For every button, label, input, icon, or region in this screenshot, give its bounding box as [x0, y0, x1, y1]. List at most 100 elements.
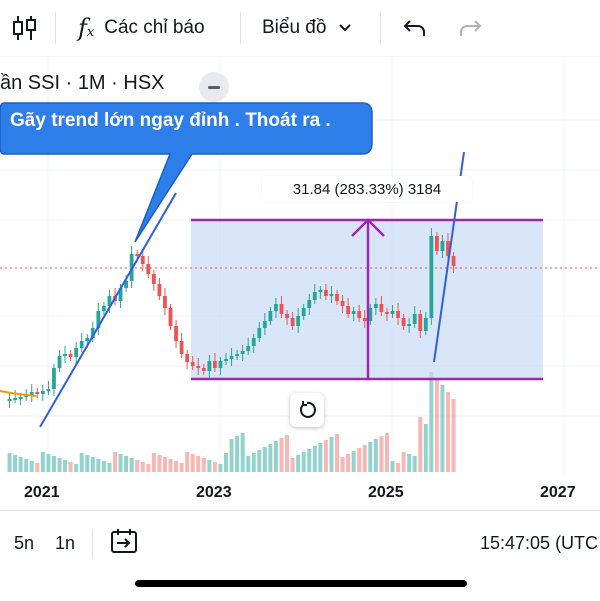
candle-body	[329, 294, 334, 296]
candle-body	[102, 306, 106, 311]
callout-text[interactable]: Gãy trend lớn ngay đỉnh . Thoát ra .	[10, 110, 331, 131]
indicators-button[interactable]: fx Các chỉ báo	[78, 0, 205, 56]
candle-body	[35, 392, 40, 394]
volume-bar	[257, 450, 262, 472]
candle-body	[385, 312, 389, 314]
symbol-title[interactable]: ần SSI · 1M · HSX	[0, 72, 165, 94]
range-1y-button[interactable]: 1n	[55, 533, 76, 553]
volume-bar	[268, 444, 273, 472]
volume-bar	[51, 456, 56, 472]
volume-bar	[90, 457, 95, 472]
volume-bar	[351, 451, 356, 472]
volume-bar	[218, 464, 223, 472]
candle-body	[7, 399, 12, 401]
candle-body	[163, 296, 167, 308]
volume-bar	[390, 461, 395, 472]
candle-body	[373, 304, 378, 308]
volume-bar	[384, 433, 389, 472]
candle-body	[440, 241, 445, 251]
candle-body	[335, 294, 339, 301]
reset-chart-button[interactable]	[290, 393, 324, 427]
volume-bar	[229, 439, 234, 472]
volume-bar	[185, 452, 190, 472]
volume-bar	[340, 457, 345, 472]
volume-bar	[46, 454, 51, 472]
candle-body	[140, 256, 145, 264]
candle-body	[40, 391, 45, 394]
volume-bar	[124, 456, 129, 472]
volume-bar	[196, 456, 201, 472]
measure-arrow-head	[351, 218, 385, 237]
chart-type-button[interactable]: Biểu đồ	[262, 0, 352, 56]
callout-balloon	[0, 102, 373, 243]
candle-body	[257, 328, 262, 338]
candle-body	[135, 254, 140, 256]
x-axis-label: 2023	[196, 484, 232, 501]
undo-button[interactable]	[402, 0, 428, 56]
volume-bar	[290, 458, 295, 472]
candle-body	[368, 308, 373, 321]
volume-bar	[140, 462, 145, 472]
volume-bar	[135, 460, 140, 472]
candle-body	[412, 314, 417, 324]
minus-icon	[208, 85, 220, 89]
volume-bar	[63, 460, 68, 472]
volume-bar	[40, 452, 45, 472]
candle-body	[124, 281, 128, 288]
candle-body	[246, 346, 251, 351]
volume-bar	[157, 455, 162, 472]
go-to-date-button[interactable]	[110, 527, 138, 560]
volume-bar	[7, 453, 12, 472]
volume-bar	[335, 434, 339, 472]
candle-body	[407, 324, 412, 326]
candle-body	[390, 311, 395, 314]
chevron-down-icon	[339, 24, 352, 32]
candle-body	[168, 308, 173, 326]
volume-bar	[113, 452, 117, 472]
clock-timezone[interactable]: 15:47:05 (UTC	[480, 533, 599, 553]
trendline-2020	[39, 192, 177, 428]
candle-body	[24, 395, 29, 397]
candle-body	[157, 284, 162, 296]
candle-body	[318, 290, 323, 292]
volume-bar	[318, 443, 323, 472]
candle-body	[379, 304, 384, 312]
volume-bar	[74, 464, 79, 472]
candle-body	[151, 274, 156, 284]
measure-label: 31.84 (283.33%) 3184	[262, 176, 472, 202]
candle-body	[279, 304, 284, 314]
volume-bar	[312, 446, 317, 472]
candle-body	[57, 356, 62, 368]
volume-bar	[296, 455, 301, 472]
candle-body	[340, 301, 345, 306]
redo-button[interactable]	[457, 0, 483, 56]
candle-body	[185, 354, 190, 362]
price-chart[interactable]	[0, 56, 600, 510]
candle-body	[290, 318, 295, 326]
volume-bar	[207, 460, 212, 472]
top-toolbar: fx Các chỉ báo Biểu đồ	[0, 0, 600, 56]
volume-bar	[323, 440, 328, 472]
candle-body	[207, 361, 212, 371]
volume-bar	[429, 372, 434, 472]
candle-body	[285, 314, 289, 318]
volume-bar	[35, 463, 40, 472]
candle-chart-icon[interactable]	[12, 0, 38, 56]
collapse-legend-button[interactable]	[199, 72, 229, 102]
candle-body	[29, 392, 34, 395]
volume-bar	[101, 461, 106, 472]
volume-bar	[307, 449, 312, 472]
range-5y-button[interactable]: 5n	[14, 533, 35, 553]
candle-body	[118, 288, 123, 301]
candle-body	[229, 356, 234, 359]
candles	[7, 228, 456, 408]
volume-bar	[246, 456, 251, 472]
volume-bar	[434, 378, 439, 472]
candle-body	[235, 354, 239, 356]
chart-type-label: Biểu đồ	[262, 17, 327, 38]
volume-bar	[201, 458, 206, 472]
candle-body	[268, 311, 273, 321]
volume-bar	[451, 399, 456, 472]
volume-bar	[379, 436, 384, 472]
volume-bar	[279, 438, 284, 472]
